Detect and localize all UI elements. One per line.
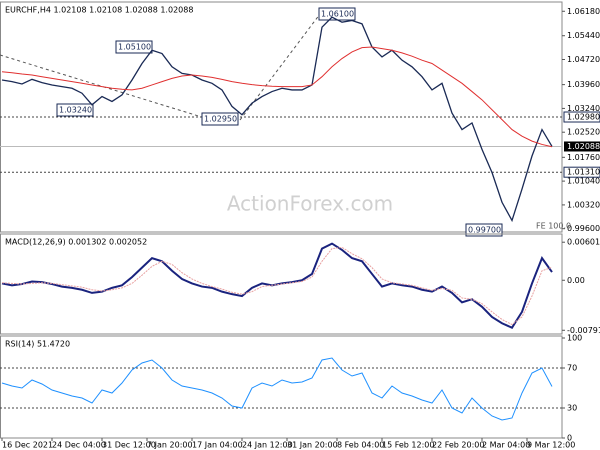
panel-frame — [0, 233, 563, 335]
y-tick-label: 1.03960 — [567, 80, 600, 89]
series-line — [1, 46, 553, 148]
level-label: 1.01310 — [567, 168, 600, 177]
x-tick-label: 24 Jan 12:00 — [242, 441, 293, 450]
y-tick-label: 70 — [567, 364, 577, 373]
annotation: 1.06100 — [321, 10, 354, 19]
series-line — [1, 246, 553, 326]
annotation-box — [201, 112, 239, 126]
current-price-box — [564, 141, 600, 152]
series-line — [1, 16, 553, 223]
y-tick-label: 1.00320 — [567, 200, 600, 209]
y-tick-label: 1.06180 — [567, 7, 600, 16]
x-tick-label: 16 Dec 2021 — [2, 441, 53, 450]
x-tick-label: 31 Dec 12:00 — [102, 441, 156, 450]
watermark: ActionForex.com — [227, 192, 393, 216]
level-label-box — [563, 111, 600, 123]
x-tick-label: 7 Jan 20:00 — [147, 441, 193, 450]
y-tick-label: 1.05440 — [567, 31, 600, 40]
x-tick-label: 2 Mar 04:00 — [482, 441, 530, 450]
x-tick-label: 9 Mar 12:00 — [527, 441, 575, 450]
y-tick-label: 30 — [567, 404, 577, 413]
x-tick-label: 31 Jan 20:00 — [287, 441, 338, 450]
y-tick-label: 0.00 — [567, 276, 585, 285]
y-tick-label: -0.007911 — [567, 326, 600, 335]
annotation-box — [465, 223, 503, 237]
panel-frame — [0, 335, 563, 439]
level-label-box — [563, 166, 600, 178]
trend-line — [239, 13, 321, 121]
x-tick-label: 24 Dec 04:00 — [52, 441, 106, 450]
y-tick-label: 1.01040 — [567, 177, 600, 186]
y-tick-label: 1.04720 — [567, 55, 600, 64]
current-price-label: 1.02088 — [567, 142, 600, 151]
y-tick-label: 0 — [567, 434, 572, 443]
annotation-box — [56, 103, 94, 117]
annotation: 1.03240 — [59, 106, 92, 115]
y-tick-label: 1.01760 — [567, 153, 600, 162]
y-tick-label: 0.006017 — [567, 238, 600, 247]
x-tick-label: 8 Feb 04:00 — [337, 441, 384, 450]
x-tick-label: 15 Feb 12:00 — [382, 441, 434, 450]
annotation: 1.02950 — [204, 115, 237, 124]
annotation: 0.99700 — [468, 226, 501, 235]
panel-title: EURCHF,H4 1.02108 1.02108 1.02088 1.0208… — [5, 6, 193, 15]
annotation: 1.05100 — [118, 43, 151, 52]
level-label: 1.02980 — [567, 113, 600, 122]
x-tick-label: 17 Jan 04:00 — [192, 441, 243, 450]
panel-title: MACD(12,26,9) 0.001302 0.002052 — [5, 238, 147, 247]
series-line — [1, 357, 553, 421]
panel-title: RSI(14) 51.4720 — [5, 340, 70, 349]
fe-label: FE 100.0 — [536, 222, 571, 231]
series-line — [1, 242, 553, 329]
annotation-box — [115, 40, 153, 54]
y-tick-label: 0.99600 — [567, 224, 600, 233]
y-tick-label: 100 — [567, 334, 582, 343]
y-tick-label: 1.03240 — [567, 104, 600, 113]
x-tick-label: 22 Feb 20:00 — [432, 441, 484, 450]
y-tick-label: 1.02520 — [567, 128, 600, 137]
